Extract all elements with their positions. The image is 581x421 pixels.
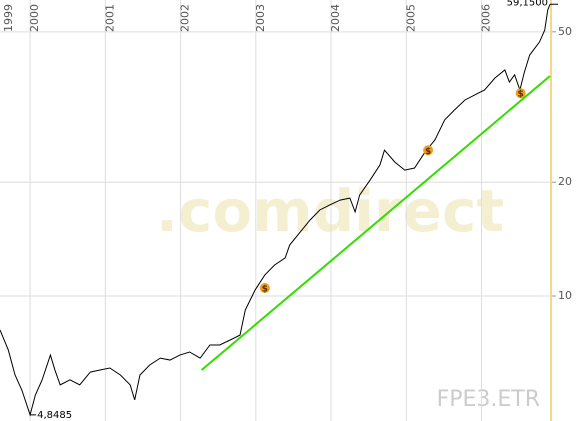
dividend-dot <box>423 145 434 156</box>
dividend-dot <box>515 88 526 99</box>
symbol-label: FPE3.ETR <box>437 387 540 412</box>
x-tick-label: 2004 <box>329 4 342 32</box>
trend-line <box>200 75 551 371</box>
x-tick-label: 2000 <box>28 4 41 32</box>
dividend-symbol: $ <box>262 285 268 295</box>
x-tick-label: 2005 <box>404 4 417 32</box>
high-label: 59,1500 <box>507 0 548 8</box>
dividend-marker: $ <box>515 88 526 100</box>
watermark: .comdirect <box>156 177 504 245</box>
dividend-symbol: $ <box>425 147 431 157</box>
dividend-dot <box>259 283 270 294</box>
x-tick-label: 2006 <box>480 4 493 32</box>
x-tick-label: 2002 <box>179 4 192 32</box>
x-tick-label: 2001 <box>103 4 116 32</box>
dividend-marker: $ <box>423 145 434 157</box>
x-tick-label: 2003 <box>254 4 267 32</box>
price-line <box>0 4 551 417</box>
x-tick-label: 1999 <box>2 4 15 32</box>
dividend-marker: $ <box>259 283 270 295</box>
y-tick-label: 50 <box>558 25 572 38</box>
dividend-symbol: $ <box>518 90 524 100</box>
low-label: 4,8485 <box>37 410 72 421</box>
y-tick-label: 20 <box>558 175 572 188</box>
y-tick-label: 10 <box>558 289 572 302</box>
